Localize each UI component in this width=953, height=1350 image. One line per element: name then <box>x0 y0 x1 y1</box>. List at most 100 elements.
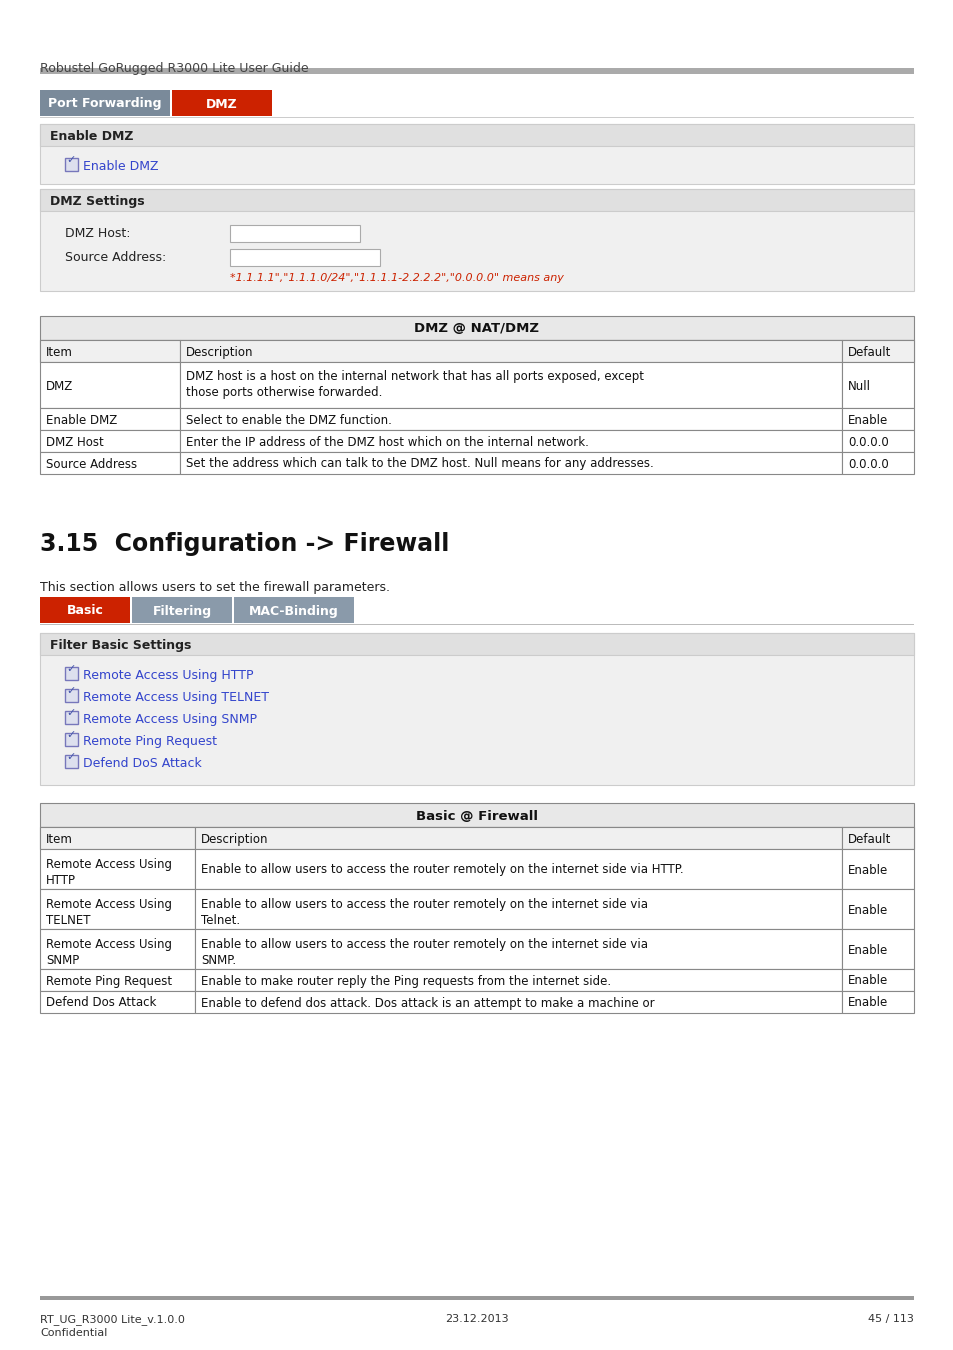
Bar <box>40 408 180 431</box>
Text: 45 / 113: 45 / 113 <box>867 1314 913 1324</box>
Bar <box>841 890 913 929</box>
Text: Enable to allow users to access the router remotely on the internet side via: Enable to allow users to access the rout… <box>201 938 647 950</box>
Bar <box>40 124 913 146</box>
Text: those ports otherwise forwarded.: those ports otherwise forwarded. <box>186 386 382 400</box>
Text: Basic @ Firewall: Basic @ Firewall <box>416 810 537 822</box>
Bar <box>841 340 913 362</box>
Bar <box>841 849 913 890</box>
Text: Default: Default <box>847 833 890 846</box>
Text: Filter Basic Settings: Filter Basic Settings <box>50 639 192 652</box>
Bar <box>194 890 841 929</box>
Text: Enable to make router reply the Ping requests from the internet side.: Enable to make router reply the Ping req… <box>201 975 611 987</box>
Text: Remote Ping Request: Remote Ping Request <box>46 975 172 987</box>
Text: Enable DMZ: Enable DMZ <box>83 161 158 173</box>
Text: Remote Access Using TELNET: Remote Access Using TELNET <box>83 691 269 703</box>
Bar <box>230 248 379 266</box>
Text: Enable DMZ: Enable DMZ <box>50 130 133 143</box>
Text: Enable: Enable <box>847 944 887 957</box>
Bar <box>40 189 913 211</box>
Bar <box>40 1296 913 1300</box>
Text: ✓: ✓ <box>66 752 75 761</box>
Text: DMZ Host:: DMZ Host: <box>65 227 131 240</box>
Text: *1.1.1.1","1.1.1.0/24","1.1.1.1-2.2.2.2","0.0.0.0" means any: *1.1.1.1","1.1.1.0/24","1.1.1.1-2.2.2.2"… <box>230 273 563 284</box>
Bar <box>40 340 180 362</box>
Text: ✓: ✓ <box>66 664 75 674</box>
Bar <box>180 431 841 452</box>
Bar <box>841 362 913 408</box>
Bar <box>180 452 841 474</box>
Bar <box>40 362 180 408</box>
Text: Defend DoS Attack: Defend DoS Attack <box>83 757 201 769</box>
Text: Remote Access Using: Remote Access Using <box>46 938 172 950</box>
Text: Remote Access Using: Remote Access Using <box>46 859 172 871</box>
Text: Enable to defend dos attack. Dos attack is an attempt to make a machine or: Enable to defend dos attack. Dos attack … <box>201 996 654 1010</box>
Bar <box>841 431 913 452</box>
Text: Enable DMZ: Enable DMZ <box>46 413 117 427</box>
Text: DMZ @ NAT/DMZ: DMZ @ NAT/DMZ <box>414 323 539 336</box>
Bar <box>40 828 194 849</box>
Bar <box>194 849 841 890</box>
Text: Description: Description <box>186 346 253 359</box>
Text: Remote Access Using: Remote Access Using <box>46 898 172 911</box>
Bar <box>40 633 913 655</box>
Text: Enable: Enable <box>847 413 887 427</box>
Bar <box>40 189 913 292</box>
Text: Enable: Enable <box>847 864 887 876</box>
Text: Enable to allow users to access the router remotely on the internet side via HTT: Enable to allow users to access the rout… <box>201 864 683 876</box>
Bar <box>40 890 194 929</box>
Text: Confidential: Confidential <box>40 1328 108 1338</box>
Text: Select to enable the DMZ function.: Select to enable the DMZ function. <box>186 413 392 427</box>
Text: Remote Access Using SNMP: Remote Access Using SNMP <box>83 713 256 726</box>
Bar <box>40 991 194 1012</box>
Text: DMZ: DMZ <box>206 97 237 111</box>
Text: TELNET: TELNET <box>46 914 91 927</box>
Bar <box>172 90 272 116</box>
Bar <box>40 849 194 890</box>
Bar <box>40 828 913 849</box>
Bar <box>40 452 180 474</box>
Text: DMZ Host: DMZ Host <box>46 436 104 448</box>
Text: Enable: Enable <box>847 903 887 917</box>
Text: Robustel GoRugged R3000 Lite User Guide: Robustel GoRugged R3000 Lite User Guide <box>40 62 309 76</box>
Bar <box>841 828 913 849</box>
Bar <box>841 452 913 474</box>
Bar <box>194 991 841 1012</box>
Text: Item: Item <box>46 833 72 846</box>
Text: MAC-Binding: MAC-Binding <box>249 605 338 617</box>
Text: 3.15  Configuration -> Firewall: 3.15 Configuration -> Firewall <box>40 532 449 556</box>
Bar <box>841 929 913 969</box>
Bar <box>841 969 913 991</box>
Text: ✓: ✓ <box>66 686 75 697</box>
Text: SNMP: SNMP <box>46 954 79 967</box>
Text: DMZ: DMZ <box>46 379 73 393</box>
Bar <box>194 828 841 849</box>
Text: Port Forwarding: Port Forwarding <box>49 97 162 111</box>
Bar <box>65 733 78 747</box>
Text: Item: Item <box>46 346 72 359</box>
Text: Enable: Enable <box>847 996 887 1010</box>
Bar <box>65 755 78 768</box>
Bar <box>40 803 913 828</box>
Text: Enter the IP address of the DMZ host which on the internal network.: Enter the IP address of the DMZ host whi… <box>186 436 588 448</box>
Bar <box>65 688 78 702</box>
Text: Enable to allow users to access the router remotely on the internet side via: Enable to allow users to access the rout… <box>201 898 647 911</box>
Bar <box>230 225 359 242</box>
Bar <box>180 340 841 362</box>
Text: 23.12.2013: 23.12.2013 <box>445 1314 508 1324</box>
Bar <box>40 597 130 622</box>
Text: RT_UG_R3000 Lite_v.1.0.0: RT_UG_R3000 Lite_v.1.0.0 <box>40 1314 185 1324</box>
Text: 0.0.0.0: 0.0.0.0 <box>847 436 888 448</box>
Bar <box>40 340 913 362</box>
Bar <box>40 633 913 784</box>
Text: Remote Ping Request: Remote Ping Request <box>83 734 216 748</box>
Bar <box>40 316 913 340</box>
Text: Remote Access Using HTTP: Remote Access Using HTTP <box>83 670 253 682</box>
Bar <box>40 68 913 74</box>
Text: Null: Null <box>847 379 870 393</box>
Text: Default: Default <box>847 346 890 359</box>
Bar <box>180 408 841 431</box>
Bar <box>65 667 78 680</box>
Bar <box>841 408 913 431</box>
Text: ✓: ✓ <box>66 730 75 740</box>
Bar <box>40 969 194 991</box>
